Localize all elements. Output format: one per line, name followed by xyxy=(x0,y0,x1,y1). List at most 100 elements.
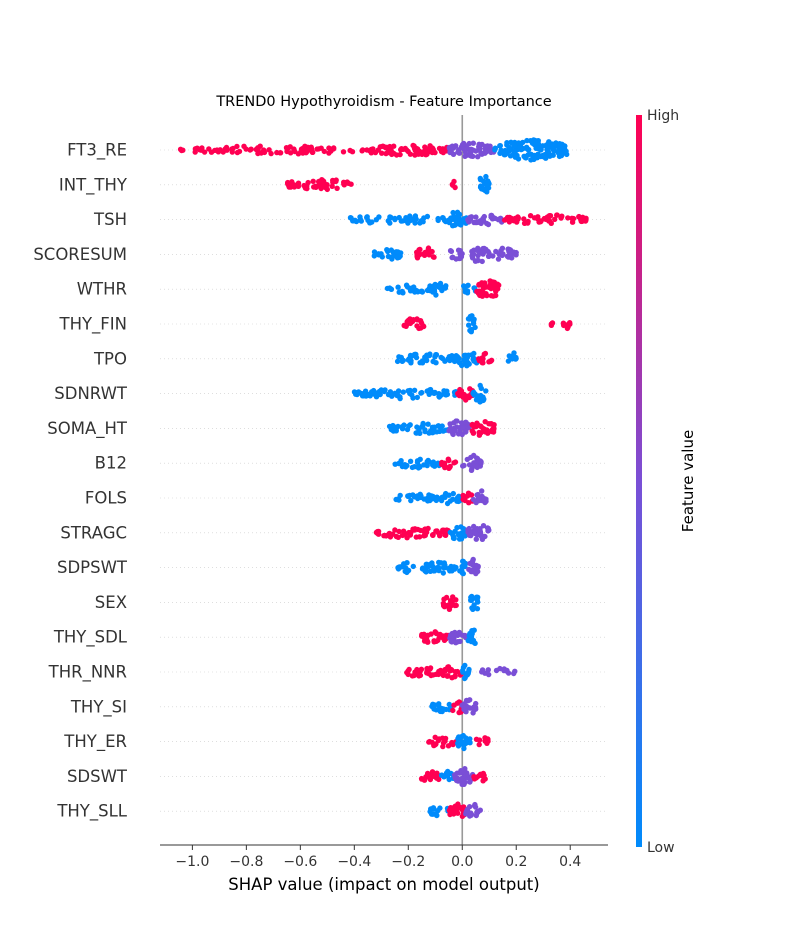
shap-point xyxy=(414,394,420,401)
shap-point xyxy=(441,388,447,394)
shap-point xyxy=(483,388,489,394)
shap-point xyxy=(475,808,481,815)
x-tick-label: 0.4 xyxy=(559,854,581,870)
shap-point xyxy=(396,564,402,570)
shap-point xyxy=(442,285,448,291)
shap-point xyxy=(422,566,428,573)
shap-point xyxy=(462,149,468,155)
shap-point xyxy=(493,288,499,294)
shap-point xyxy=(463,352,469,358)
shap-point xyxy=(443,706,449,713)
shap-point xyxy=(505,670,512,676)
shap-point xyxy=(321,179,327,186)
shap-point xyxy=(412,213,419,219)
shap-point xyxy=(552,216,558,222)
chart-title: TREND0 Hypothyroidism - Feature Importan… xyxy=(215,94,551,110)
shap-point xyxy=(429,149,435,156)
shap-point xyxy=(546,139,552,146)
shap-point xyxy=(435,215,441,222)
x-tick-label: −0.6 xyxy=(283,854,317,870)
shap-point xyxy=(473,148,479,154)
shap-point xyxy=(466,566,472,573)
shap-point xyxy=(461,357,467,363)
shap-point xyxy=(443,770,450,776)
shap-point xyxy=(470,429,476,435)
shap-point xyxy=(451,804,457,811)
shap-point xyxy=(523,155,529,161)
shap-point xyxy=(511,148,518,155)
shap-point xyxy=(433,638,439,644)
shap-point xyxy=(480,249,487,256)
shap-point xyxy=(421,251,427,257)
shap-point xyxy=(479,488,485,494)
shap-point xyxy=(438,705,445,712)
shap-point xyxy=(488,212,495,219)
feature-row-thy-sll xyxy=(427,801,483,819)
shap-point xyxy=(460,526,467,532)
feature-label: SDSWT xyxy=(67,767,128,786)
shap-point xyxy=(452,810,458,816)
shap-point xyxy=(405,148,411,155)
shap-point xyxy=(506,246,512,253)
shap-point xyxy=(376,388,383,395)
colorbar-title: Feature value xyxy=(679,430,697,532)
shap-point xyxy=(442,463,448,469)
shap-point xyxy=(565,215,571,221)
shap-point xyxy=(437,280,444,287)
shap-point xyxy=(274,149,280,156)
shap-point xyxy=(471,776,478,782)
x-axis-label: SHAP value (impact on model output) xyxy=(228,875,539,894)
feature-row-ft3-re xyxy=(177,137,570,163)
shap-point xyxy=(365,217,371,224)
shap-point xyxy=(291,146,297,152)
shap-point xyxy=(428,672,435,678)
shap-point xyxy=(476,141,482,147)
shap-point xyxy=(477,292,483,299)
feature-label: TPO xyxy=(93,349,127,368)
shap-point xyxy=(460,394,466,400)
shap-point xyxy=(404,535,410,541)
shap-point xyxy=(490,293,496,299)
shap-point xyxy=(419,360,426,366)
feature-row-sdnrwt xyxy=(351,382,489,405)
shap-point xyxy=(456,211,463,218)
shap-point xyxy=(448,638,454,645)
shap-point xyxy=(411,672,417,679)
shap-point xyxy=(415,465,422,471)
shap-point xyxy=(426,459,432,465)
feature-label: FT3_RE xyxy=(67,141,127,161)
shap-point xyxy=(465,697,471,704)
shap-point xyxy=(475,219,481,225)
shap-point xyxy=(396,528,402,535)
shap-point xyxy=(470,140,476,146)
shap-point xyxy=(467,386,473,392)
shap-point xyxy=(436,559,442,566)
shap-point xyxy=(530,155,536,161)
shap-point xyxy=(445,456,451,462)
shap-point xyxy=(410,563,416,570)
shap-point xyxy=(425,421,431,427)
shap-point xyxy=(535,141,542,147)
shap-point xyxy=(427,561,434,567)
shap-point xyxy=(421,777,428,783)
shap-point xyxy=(459,775,465,782)
shap-point xyxy=(277,150,284,156)
shap-point xyxy=(483,143,489,150)
shap-point xyxy=(424,213,431,220)
shap-point xyxy=(376,252,382,258)
shap-point xyxy=(495,256,502,262)
shap-point xyxy=(458,536,465,542)
shap-point xyxy=(469,248,475,255)
feature-label: STRAGC xyxy=(60,523,127,542)
shap-point xyxy=(448,248,455,255)
shap-point xyxy=(569,215,575,221)
shap-point xyxy=(483,291,489,297)
shap-point xyxy=(397,151,403,158)
shap-point xyxy=(442,532,449,538)
shap-point xyxy=(442,562,448,568)
shap-point xyxy=(414,316,420,322)
shap-point xyxy=(266,147,272,153)
shap-point xyxy=(441,602,447,608)
shap-point xyxy=(439,423,445,429)
shap-point xyxy=(421,533,427,539)
